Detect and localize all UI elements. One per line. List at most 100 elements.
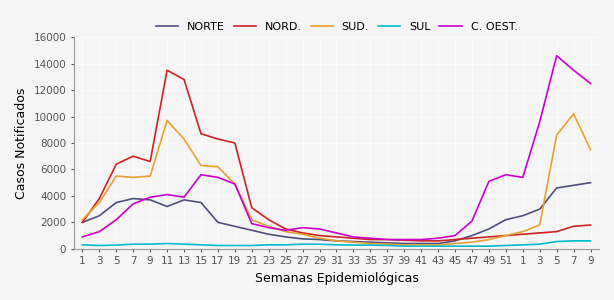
NORD. <box>536 231 543 235</box>
Line: NORD.: NORD. <box>82 70 591 241</box>
Legend: NORTE, NORD., SUD., SUL, C. OEST.: NORTE, NORD., SUD., SUL, C. OEST. <box>151 17 522 36</box>
NORD. <box>79 220 86 224</box>
C. OEST. <box>367 236 374 240</box>
SUL <box>451 244 459 248</box>
C. OEST. <box>435 236 442 240</box>
NORD. <box>299 231 306 235</box>
NORD. <box>367 238 374 241</box>
SUL <box>282 243 289 247</box>
NORD. <box>163 68 171 72</box>
NORD. <box>468 236 476 240</box>
SUL <box>231 244 238 247</box>
NORTE <box>435 242 442 245</box>
NORD. <box>197 132 204 136</box>
SUD. <box>553 133 561 137</box>
Line: NORTE: NORTE <box>82 183 591 244</box>
NORTE <box>231 224 238 228</box>
NORTE <box>384 241 391 245</box>
SUL <box>96 244 103 247</box>
NORD. <box>587 223 594 227</box>
C. OEST. <box>96 230 103 233</box>
NORD. <box>570 224 577 228</box>
Line: SUL: SUL <box>82 241 591 246</box>
SUL <box>163 242 171 245</box>
NORTE <box>553 186 561 190</box>
C. OEST. <box>570 68 577 72</box>
SUD. <box>181 137 188 141</box>
C. OEST. <box>79 235 86 239</box>
NORTE <box>265 232 273 236</box>
SUL <box>570 239 577 243</box>
SUL <box>350 243 357 247</box>
C. OEST. <box>400 238 408 241</box>
NORTE <box>418 242 425 245</box>
NORD. <box>316 234 323 237</box>
C. OEST. <box>316 227 323 231</box>
C. OEST. <box>130 202 137 206</box>
X-axis label: Semanas Epidemiológicas: Semanas Epidemiológicas <box>255 272 418 285</box>
SUD. <box>79 218 86 221</box>
SUD. <box>350 240 357 244</box>
SUL <box>214 244 222 247</box>
C. OEST. <box>468 219 476 223</box>
SUL <box>147 242 154 246</box>
C. OEST. <box>248 222 255 226</box>
SUL <box>181 242 188 246</box>
Line: C. OEST.: C. OEST. <box>82 56 591 239</box>
NORD. <box>333 235 340 239</box>
NORTE <box>316 238 323 241</box>
C. OEST. <box>333 231 340 235</box>
SUD. <box>265 224 273 228</box>
SUL <box>519 243 526 247</box>
SUD. <box>502 234 510 237</box>
SUL <box>485 244 492 248</box>
C. OEST. <box>112 218 120 221</box>
SUD. <box>282 230 289 233</box>
C. OEST. <box>214 176 222 179</box>
SUL <box>265 243 273 247</box>
SUL <box>367 243 374 247</box>
SUD. <box>485 238 492 241</box>
C. OEST. <box>350 235 357 239</box>
NORTE <box>333 239 340 243</box>
NORTE <box>130 197 137 200</box>
SUD. <box>587 148 594 152</box>
NORD. <box>248 206 255 210</box>
NORTE <box>282 235 289 239</box>
SUD. <box>519 230 526 233</box>
NORD. <box>502 234 510 237</box>
SUD. <box>435 243 442 247</box>
NORTE <box>502 218 510 221</box>
SUD. <box>570 112 577 116</box>
NORTE <box>570 184 577 187</box>
NORD. <box>112 162 120 166</box>
SUL <box>79 243 86 247</box>
NORD. <box>214 137 222 141</box>
NORD. <box>282 227 289 231</box>
C. OEST. <box>418 238 425 241</box>
NORTE <box>519 214 526 217</box>
NORTE <box>79 220 86 224</box>
SUL <box>333 243 340 247</box>
Y-axis label: Casos Notificados: Casos Notificados <box>15 87 28 199</box>
SUD. <box>214 165 222 169</box>
C. OEST. <box>147 195 154 199</box>
NORD. <box>350 236 357 240</box>
NORD. <box>400 238 408 242</box>
NORD. <box>96 197 103 200</box>
NORTE <box>587 181 594 184</box>
SUL <box>112 243 120 247</box>
SUD. <box>96 201 103 204</box>
NORTE <box>299 237 306 241</box>
SUL <box>553 240 561 243</box>
C. OEST. <box>384 238 391 241</box>
SUL <box>418 244 425 248</box>
SUL <box>587 239 594 243</box>
SUD. <box>418 243 425 247</box>
C. OEST. <box>519 176 526 179</box>
SUD. <box>130 176 137 179</box>
C. OEST. <box>163 193 171 196</box>
SUD. <box>400 243 408 247</box>
SUL <box>197 243 204 247</box>
SUD. <box>536 223 543 227</box>
